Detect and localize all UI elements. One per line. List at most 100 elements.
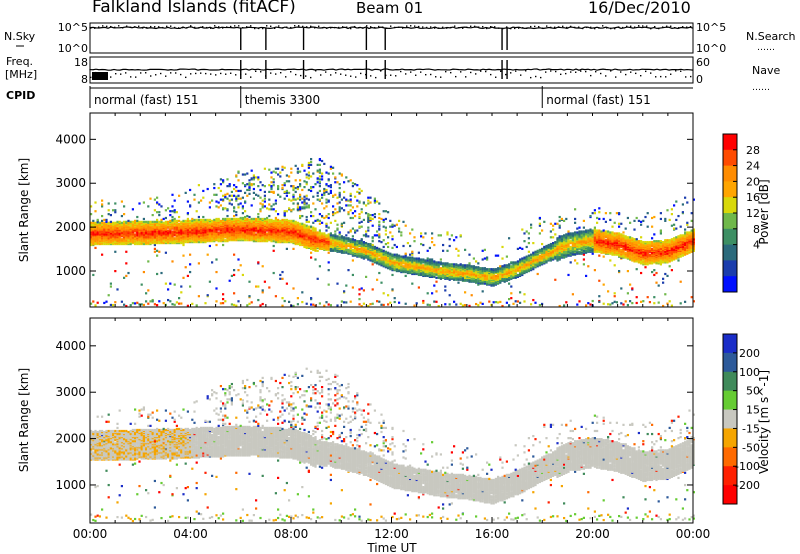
nave-dot: [590, 74, 592, 77]
nsearch-dot: [274, 27, 276, 30]
nsearch-dot: [166, 25, 168, 28]
nsearch-dot: [206, 26, 208, 29]
nave-dot: [315, 70, 317, 72]
colorbar-segment: [723, 409, 737, 429]
nsearch-dot: [334, 26, 336, 29]
nsky-tick-top: 10^5: [58, 21, 88, 34]
nsearch-dot: [382, 26, 384, 28]
nsearch-dot: [186, 27, 188, 29]
nave-dot: [215, 74, 217, 76]
nsearch-dot: [278, 25, 280, 27]
nave-dot: [555, 70, 557, 73]
velocity-y-label: Slant Range [km]: [17, 368, 31, 472]
nsearch-dot: [294, 25, 296, 27]
nave-dot: [380, 70, 382, 72]
nsearch-dot: [586, 26, 588, 29]
freq-label-2: [MHz]: [5, 68, 37, 81]
nsearch-dot: [482, 25, 484, 28]
y-tick-label: 4000: [55, 132, 86, 146]
freq-tick-bottom: 8: [81, 73, 88, 86]
nave-dot: [520, 74, 522, 76]
nsearch-dot: [130, 26, 132, 28]
colorbar-tick-label: 8: [753, 223, 760, 236]
nsearch-legend-dots: ……: [757, 43, 775, 53]
nave-dot: [460, 71, 462, 73]
nsearch-dot: [310, 25, 312, 28]
nsearch-dot: [518, 27, 520, 29]
nave-dot: [340, 73, 342, 75]
colorbar-tick-label: -100: [735, 460, 760, 473]
nsearch-dot: [190, 25, 192, 27]
nave-dot: [365, 73, 367, 76]
nsearch-dot: [458, 27, 460, 29]
nsearch-dot: [438, 27, 440, 29]
nsearch-dot: [346, 26, 348, 28]
nave-dot: [245, 73, 247, 75]
colorbar-segment: [723, 244, 737, 261]
nave-dot: [475, 73, 477, 75]
nsearch-dot: [466, 26, 468, 29]
nave-dot: [90, 76, 92, 79]
nsearch-dot: [342, 26, 344, 28]
colorbar-tick-label: 15: [746, 404, 760, 417]
nsearch-dot: [210, 27, 212, 29]
nsearch-dot: [370, 26, 372, 28]
nsearch-dot: [650, 27, 652, 30]
nsearch-dot: [670, 25, 672, 27]
nsearch-dot: [474, 25, 476, 28]
nsearch-dot: [214, 25, 216, 27]
nave-dot: [325, 71, 327, 73]
nave-dot: [290, 71, 292, 73]
nsearch-dot: [286, 26, 288, 28]
nsearch-dot: [366, 25, 368, 27]
nave-dot: [510, 72, 512, 74]
nsearch-dot: [106, 25, 108, 28]
nave-dot: [335, 72, 337, 74]
station-title: Falkland Islands (fitACF): [92, 0, 296, 17]
nsearch-dot: [566, 26, 568, 29]
nsearch-dot: [254, 27, 256, 30]
nave-dot: [220, 72, 222, 75]
velocity-y-axis: 1000 2000 3000 4000: [55, 339, 693, 492]
colorbar-tick-label: 16: [746, 191, 760, 204]
nsearch-dot: [318, 25, 320, 27]
cpid-segment-label: themis 3300: [245, 93, 320, 107]
nave-dot: [530, 76, 532, 79]
nave-dot: [595, 70, 597, 73]
nave-dot: [535, 75, 537, 78]
nave-dot: [425, 74, 427, 76]
nsearch-dot: [358, 27, 360, 29]
velocity-plot-bg: [90, 318, 693, 523]
nave-dot: [280, 72, 282, 74]
nave-dot: [670, 73, 672, 75]
nave-dot: [355, 76, 357, 78]
nave-dot: [615, 76, 617, 78]
nave-dot: [610, 70, 612, 72]
nave-dot: [250, 76, 252, 78]
nsearch-dot: [594, 27, 596, 30]
nsearch-dot: [602, 25, 604, 27]
nave-dot: [545, 71, 547, 73]
colorbar-segment: [723, 165, 737, 182]
nave-dot: [640, 74, 642, 77]
nave-dot: [360, 72, 362, 75]
nave-dot: [225, 73, 227, 75]
nave-dot: [115, 72, 117, 75]
nsearch-dot: [182, 26, 184, 29]
nsearch-dot: [94, 27, 96, 29]
x-tick-label: 20:00: [575, 527, 610, 541]
nave-dot: [575, 71, 577, 73]
power-panel: 1000 2000 3000 4000 Slant Range [km]: [17, 112, 695, 308]
nave-dot: [565, 72, 567, 75]
y-tick-label: 1000: [55, 264, 86, 278]
nsearch-dot: [470, 25, 472, 27]
nsearch-dot: [414, 25, 416, 27]
nave-dot: [110, 76, 112, 78]
nave-dot: [490, 73, 492, 76]
colorbar-tick-label: -15: [742, 422, 760, 435]
colorbar-segment: [723, 390, 737, 411]
colorbar-segment: [723, 276, 737, 293]
nave-dot: [605, 75, 607, 77]
colorbar-tick-label: -200: [735, 479, 760, 492]
nave-dot: [635, 72, 637, 75]
